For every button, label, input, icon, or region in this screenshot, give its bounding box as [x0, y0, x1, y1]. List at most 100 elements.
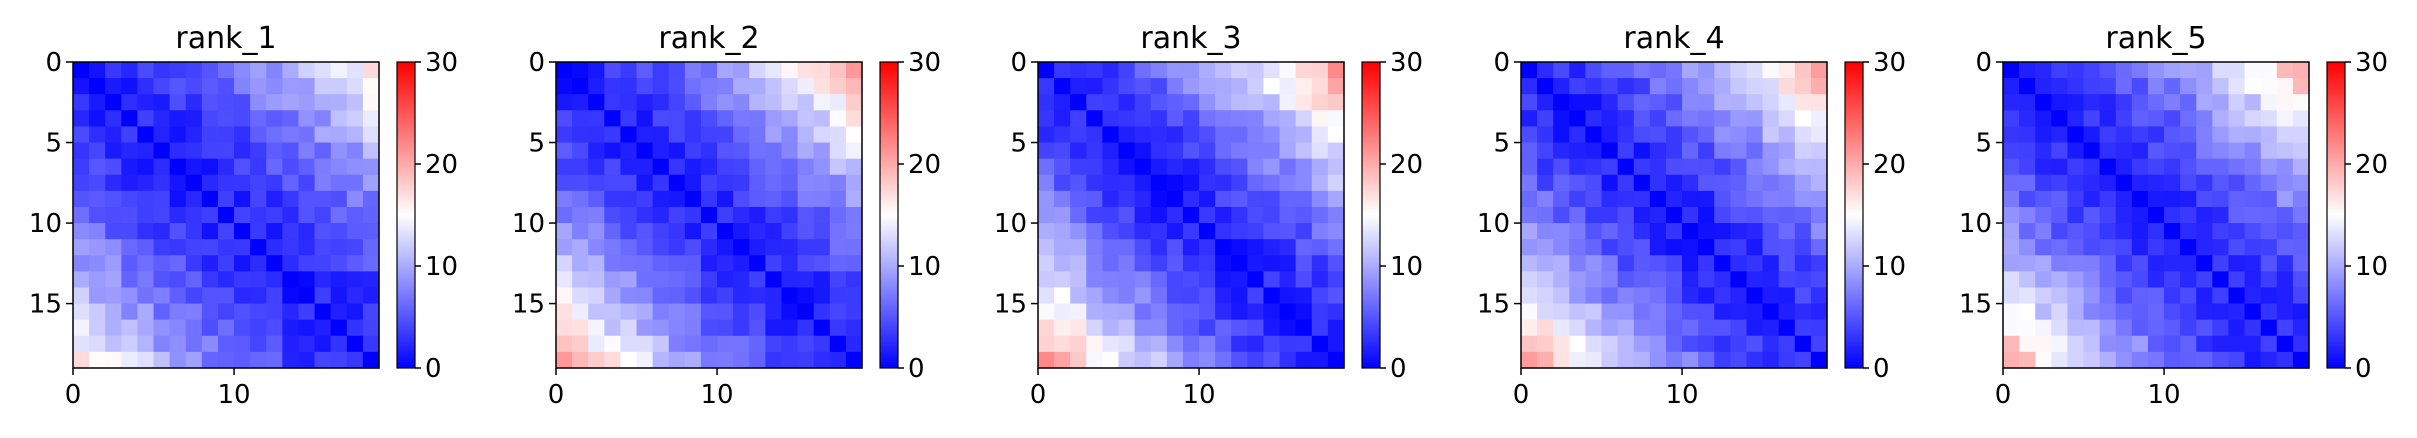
- heatmap-cell: [1295, 223, 1313, 240]
- heatmap-cell: [1714, 78, 1731, 95]
- heatmap-cell: [1746, 351, 1764, 369]
- heatmap-cell: [1521, 287, 1538, 305]
- heatmap-cell: [1279, 271, 1297, 289]
- heatmap-cell: [1794, 174, 1812, 192]
- heatmap-cell: [1038, 158, 1055, 176]
- heatmap-cell: [1521, 174, 1538, 192]
- y-tick-label: 15: [29, 290, 62, 320]
- heatmap-cell: [2115, 223, 2133, 240]
- heatmap-cell: [1778, 223, 1796, 240]
- heatmap-cell: [668, 126, 686, 144]
- heatmap-cell: [105, 174, 122, 192]
- heatmap-cell: [250, 255, 267, 272]
- heatmap-cell: [1279, 174, 1297, 192]
- heatmap-cell: [2228, 303, 2246, 321]
- heatmap-cell: [845, 142, 863, 160]
- heatmap-cell: [733, 62, 750, 79]
- heatmap-cell: [1263, 94, 1281, 111]
- heatmap-cell: [1166, 62, 1184, 79]
- heatmap-cell: [1537, 335, 1554, 353]
- heatmap-cell: [620, 174, 638, 192]
- heatmap-cell: [1038, 174, 1055, 192]
- heatmap-cell: [556, 319, 573, 337]
- heatmap-cell: [845, 223, 863, 240]
- heatmap-cell: [1649, 62, 1667, 79]
- heatmap-cell: [362, 78, 380, 95]
- heatmap-cell: [829, 319, 847, 337]
- heatmap-cell: [829, 158, 847, 176]
- heatmap-cell: [1601, 158, 1619, 176]
- heatmap-cell: [1231, 223, 1248, 240]
- heatmap-cell: [636, 190, 654, 208]
- heatmap-cell: [652, 239, 670, 256]
- heatmap-cell: [1311, 126, 1329, 144]
- heatmap-cell: [572, 174, 589, 192]
- heatmap-cell: [185, 351, 203, 369]
- heatmap-cell: [604, 158, 622, 176]
- heatmap-cell: [1553, 319, 1570, 337]
- heatmap-cell: [1762, 271, 1780, 289]
- heatmap-cell: [604, 94, 622, 111]
- heatmap-cell: [588, 110, 605, 128]
- heatmap-cell: [105, 255, 122, 272]
- heatmap-cell: [185, 271, 203, 289]
- heatmap-cell: [636, 62, 654, 79]
- heatmap-cell: [1794, 142, 1812, 160]
- heatmap-cell: [185, 303, 203, 321]
- heatmap-cell: [1778, 255, 1796, 272]
- heatmap-cell: [153, 303, 171, 321]
- heatmap-cell: [668, 110, 686, 128]
- heatmap-cell: [700, 78, 718, 95]
- heatmap-cell: [1810, 174, 1828, 192]
- heatmap-cell: [1521, 319, 1538, 337]
- heatmap-cell: [1327, 319, 1345, 337]
- heatmap-cell: [250, 239, 267, 256]
- heatmap-cell: [829, 78, 847, 95]
- heatmap-cell: [1102, 223, 1120, 240]
- heatmap-cell: [1150, 223, 1168, 240]
- heatmap-cell: [169, 206, 187, 224]
- heatmap-cell: [1199, 126, 1216, 144]
- heatmap-cell: [1746, 126, 1764, 144]
- heatmap-cell: [1569, 142, 1587, 160]
- heatmap-cell: [234, 174, 251, 192]
- heatmap-cell: [1327, 126, 1345, 144]
- heatmap-cell: [153, 271, 171, 289]
- heatmap-cell: [749, 206, 766, 224]
- heatmap-cell: [1311, 94, 1329, 111]
- heatmap-cell: [1166, 255, 1184, 272]
- heatmap-cell: [2147, 239, 2165, 256]
- heatmap-cell: [1553, 303, 1570, 321]
- heatmap-cell: [2035, 239, 2052, 256]
- heatmap-cell: [1070, 206, 1087, 224]
- heatmap-cell: [2019, 94, 2036, 111]
- heatmap-cell: [1327, 62, 1345, 79]
- heatmap-cell: [314, 223, 332, 240]
- heatmap-cell: [1231, 287, 1248, 305]
- heatmap-cell: [1327, 351, 1345, 369]
- heatmap-cell: [2083, 78, 2101, 95]
- heatmap-cell: [1698, 271, 1715, 289]
- heatmap-cell: [813, 174, 831, 192]
- heatmap-cell: [765, 287, 783, 305]
- heatmap-cell: [1682, 351, 1699, 369]
- heatmap-cell: [1199, 351, 1216, 369]
- heatmap-cell: [1665, 206, 1683, 224]
- heatmap-cell: [733, 351, 750, 369]
- heatmap-cell: [2131, 126, 2149, 144]
- heatmap-cell: [813, 351, 831, 369]
- heatmap-cell: [1521, 255, 1538, 272]
- heatmap-cell: [1537, 303, 1554, 321]
- heatmap-cell: [1247, 62, 1265, 79]
- heatmap-cell: [169, 62, 187, 79]
- heatmap-cell: [2196, 287, 2213, 305]
- heatmap-cell: [1150, 94, 1168, 111]
- heatmap-cell: [1714, 303, 1731, 321]
- heatmap-cell: [1279, 223, 1297, 240]
- heatmap-cell: [684, 142, 702, 160]
- x-tick-label: 10: [1183, 380, 1216, 410]
- heatmap-cell: [2115, 78, 2133, 95]
- heatmap-cell: [781, 206, 799, 224]
- heatmap-cell: [2147, 94, 2165, 111]
- heatmap-cell: [652, 255, 670, 272]
